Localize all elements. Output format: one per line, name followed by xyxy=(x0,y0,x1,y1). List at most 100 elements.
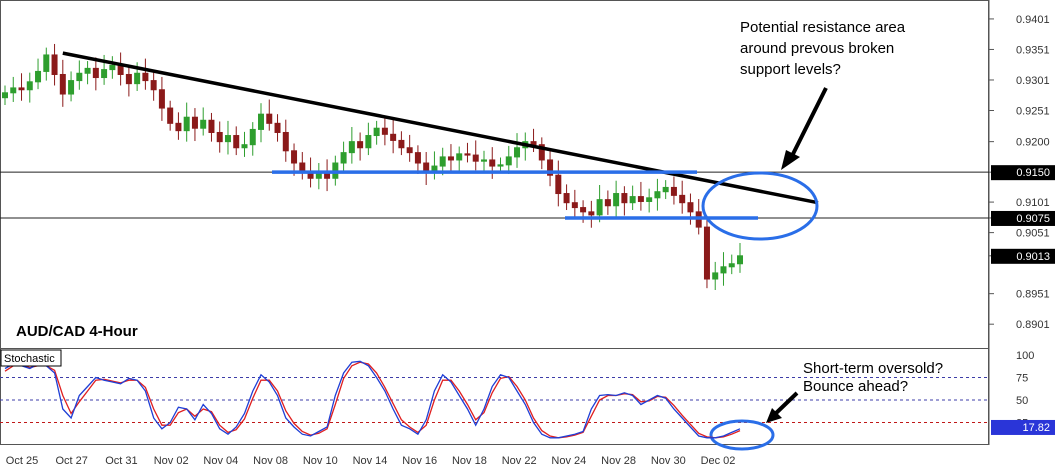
candle-body xyxy=(588,211,595,216)
candle-body xyxy=(167,107,174,124)
x-axis-label: Nov 08 xyxy=(253,455,288,466)
candle-body xyxy=(703,226,710,280)
candle-body xyxy=(629,196,636,204)
value-boxes: 0.9150 0.9075 0.9013 17.82 xyxy=(991,165,1055,435)
candle-body xyxy=(489,159,496,167)
candle-body xyxy=(357,141,364,149)
stochastic-lines xyxy=(4,360,741,439)
oversold-ellipse xyxy=(709,419,775,451)
x-axis-label: Nov 30 xyxy=(651,455,686,466)
candle-body xyxy=(505,156,512,166)
oversold-annotation-line: Short-term oversold? xyxy=(803,360,943,377)
candle-body xyxy=(637,196,644,202)
chart-drawings xyxy=(62,51,828,451)
candle-body xyxy=(728,263,735,268)
x-axis-label: Nov 02 xyxy=(154,455,189,466)
candle-body xyxy=(398,139,405,149)
price-value-box xyxy=(991,248,1055,264)
candle-body xyxy=(158,89,165,109)
price-value-label: 0.9013 xyxy=(1016,251,1050,263)
candle-body xyxy=(266,113,273,124)
candle-body xyxy=(109,64,116,71)
candle-body xyxy=(390,133,397,141)
stochastic-label-box xyxy=(0,349,62,367)
price-tick-label: 0.8901 xyxy=(1016,319,1050,331)
candle-body xyxy=(76,72,83,82)
x-axis-label: Nov 16 xyxy=(402,455,437,466)
candle-body xyxy=(10,87,17,94)
candle-body xyxy=(125,73,132,85)
candle-body xyxy=(406,147,413,154)
candle-body xyxy=(258,113,265,130)
candle-body xyxy=(712,272,719,280)
stochastic-tick-label: 75 xyxy=(1016,373,1028,385)
price-tick-label: 0.9401 xyxy=(1016,14,1050,26)
stochastic-value-box xyxy=(991,419,1055,435)
candle-body xyxy=(679,194,686,204)
resistance-trendline xyxy=(62,51,819,205)
x-axis-label: Nov 18 xyxy=(452,455,487,466)
candle-body xyxy=(216,131,223,143)
candle-body xyxy=(191,116,198,129)
candle-body xyxy=(439,156,446,167)
candle-body xyxy=(183,116,190,132)
x-axis-label: Nov 24 xyxy=(551,455,586,466)
price-value-label: 0.9150 xyxy=(1016,167,1050,179)
candlestick-series xyxy=(2,43,743,290)
candle-body xyxy=(464,153,471,156)
candle-body xyxy=(596,199,603,216)
candle-body xyxy=(18,87,25,91)
candle-body xyxy=(59,73,66,95)
candle-body xyxy=(340,152,347,164)
candle-body xyxy=(208,119,215,133)
x-axis-label: Oct 25 xyxy=(6,455,38,466)
stochastic-label: Stochastic xyxy=(4,353,55,365)
candle-body xyxy=(101,69,108,79)
stochastic-tick-label: 50 xyxy=(1016,395,1028,407)
candle-body xyxy=(291,150,298,164)
candle-body xyxy=(84,67,91,74)
resistance-area-ellipse xyxy=(701,171,819,241)
price-tick-label: 0.9301 xyxy=(1016,75,1050,87)
candle-body xyxy=(134,72,141,85)
candle-body xyxy=(687,202,694,213)
candle-body xyxy=(43,54,50,72)
price-tick-label: 0.9351 xyxy=(1016,44,1050,56)
candle-body xyxy=(233,135,240,149)
arrow-shaft xyxy=(771,391,799,418)
candle-body xyxy=(580,207,587,213)
x-axis-label: Oct 31 xyxy=(105,455,137,466)
x-axis-label: Dec 02 xyxy=(701,455,736,466)
candle-body xyxy=(514,147,521,158)
candle-body xyxy=(563,193,570,204)
arrow-head xyxy=(766,408,782,423)
resistance-annotation-line: support levels? xyxy=(740,61,841,78)
candle-body xyxy=(456,153,463,161)
x-axis-label: Nov 28 xyxy=(601,455,636,466)
candle-body xyxy=(68,80,75,95)
annotations: Potential resistance area around prevous … xyxy=(740,19,943,395)
price-tick-label: 0.9101 xyxy=(1016,197,1050,209)
resistance-annotation-line: Potential resistance area xyxy=(740,19,906,36)
candle-body xyxy=(26,81,33,91)
arrow-shaft xyxy=(788,87,828,161)
candle-body xyxy=(613,193,620,207)
stochastic-k-line xyxy=(4,360,741,439)
candle-body xyxy=(249,128,256,146)
candle-body xyxy=(497,164,504,167)
candle-body xyxy=(175,122,182,132)
candle-body xyxy=(646,197,653,202)
price-tick-label: 0.9200 xyxy=(1016,137,1050,149)
candle-body xyxy=(737,255,743,265)
candle-body xyxy=(547,159,554,176)
candle-body xyxy=(414,152,421,164)
price-value-label: 0.9075 xyxy=(1016,213,1050,225)
price-value-box xyxy=(991,165,1055,181)
candle-body xyxy=(604,199,611,207)
candle-body xyxy=(51,54,58,75)
candle-body xyxy=(670,186,677,196)
candle-body xyxy=(117,64,124,75)
candle-body xyxy=(142,72,149,82)
candle-body xyxy=(621,193,628,204)
